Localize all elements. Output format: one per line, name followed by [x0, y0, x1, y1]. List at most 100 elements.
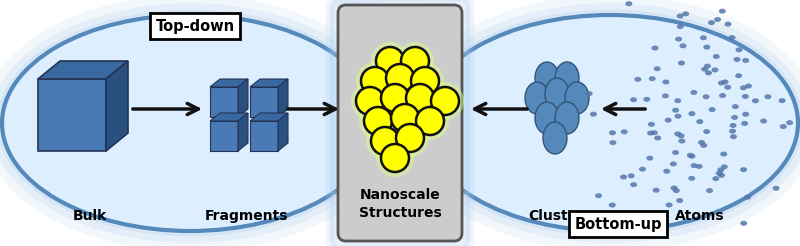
Ellipse shape: [742, 58, 750, 63]
Ellipse shape: [621, 129, 628, 134]
Ellipse shape: [672, 150, 679, 155]
Ellipse shape: [742, 112, 749, 117]
Ellipse shape: [676, 198, 683, 203]
Ellipse shape: [711, 67, 718, 73]
Ellipse shape: [721, 164, 728, 169]
Polygon shape: [250, 87, 278, 117]
Ellipse shape: [687, 153, 694, 158]
Polygon shape: [278, 79, 288, 117]
Circle shape: [386, 99, 424, 137]
Ellipse shape: [690, 90, 698, 95]
Ellipse shape: [740, 85, 747, 90]
Polygon shape: [238, 113, 248, 151]
Circle shape: [364, 107, 392, 135]
Ellipse shape: [688, 111, 695, 116]
Ellipse shape: [555, 62, 579, 94]
Text: Fragments: Fragments: [206, 209, 289, 223]
Ellipse shape: [678, 138, 686, 144]
Ellipse shape: [610, 140, 617, 145]
Ellipse shape: [689, 154, 695, 159]
Polygon shape: [210, 79, 248, 87]
Circle shape: [416, 107, 444, 135]
Ellipse shape: [674, 114, 682, 119]
Ellipse shape: [706, 188, 713, 193]
Ellipse shape: [730, 123, 737, 128]
Ellipse shape: [620, 174, 627, 180]
Ellipse shape: [709, 107, 715, 112]
Ellipse shape: [690, 163, 698, 168]
Ellipse shape: [730, 134, 737, 139]
Ellipse shape: [729, 35, 735, 40]
Polygon shape: [38, 61, 128, 79]
Ellipse shape: [535, 62, 559, 94]
Ellipse shape: [708, 20, 715, 25]
Ellipse shape: [714, 17, 721, 22]
Ellipse shape: [703, 129, 710, 134]
Polygon shape: [250, 79, 288, 87]
Ellipse shape: [678, 133, 685, 138]
Ellipse shape: [704, 64, 711, 69]
Ellipse shape: [626, 1, 632, 6]
Ellipse shape: [628, 173, 634, 178]
Ellipse shape: [720, 152, 727, 156]
Ellipse shape: [630, 97, 637, 102]
Ellipse shape: [654, 66, 661, 71]
Ellipse shape: [630, 182, 637, 187]
Ellipse shape: [722, 79, 729, 84]
Circle shape: [411, 102, 449, 140]
Ellipse shape: [786, 120, 793, 125]
Circle shape: [426, 82, 464, 120]
Ellipse shape: [773, 186, 779, 191]
Ellipse shape: [765, 94, 771, 99]
Ellipse shape: [651, 130, 658, 135]
Text: Top-down: Top-down: [155, 18, 234, 33]
Ellipse shape: [734, 57, 741, 62]
Ellipse shape: [634, 77, 642, 82]
Ellipse shape: [741, 121, 748, 126]
Circle shape: [376, 47, 404, 75]
Text: Bottom-up: Bottom-up: [574, 216, 662, 231]
Ellipse shape: [724, 85, 731, 90]
Polygon shape: [210, 113, 248, 121]
Ellipse shape: [682, 11, 689, 16]
Ellipse shape: [745, 83, 752, 89]
Polygon shape: [250, 121, 278, 151]
Ellipse shape: [677, 24, 684, 29]
Polygon shape: [38, 79, 106, 151]
Ellipse shape: [672, 108, 679, 113]
Ellipse shape: [595, 193, 602, 198]
Circle shape: [376, 79, 414, 117]
Ellipse shape: [696, 164, 702, 169]
Ellipse shape: [729, 129, 736, 134]
Circle shape: [401, 79, 439, 117]
Circle shape: [406, 62, 444, 100]
Circle shape: [366, 122, 404, 160]
Ellipse shape: [725, 22, 731, 27]
FancyBboxPatch shape: [338, 5, 462, 241]
Polygon shape: [106, 61, 128, 151]
Ellipse shape: [647, 131, 654, 136]
Ellipse shape: [740, 221, 747, 226]
Ellipse shape: [545, 78, 569, 110]
Ellipse shape: [555, 102, 579, 134]
Ellipse shape: [586, 91, 593, 96]
Ellipse shape: [653, 188, 660, 193]
Ellipse shape: [643, 97, 650, 102]
Circle shape: [391, 119, 429, 157]
Ellipse shape: [646, 156, 654, 161]
Ellipse shape: [651, 46, 658, 51]
Circle shape: [406, 84, 434, 112]
Ellipse shape: [718, 167, 724, 172]
Circle shape: [361, 67, 389, 95]
Ellipse shape: [705, 70, 712, 75]
Ellipse shape: [760, 119, 767, 123]
Ellipse shape: [731, 115, 738, 120]
Circle shape: [381, 84, 409, 112]
Ellipse shape: [590, 112, 597, 117]
Ellipse shape: [688, 176, 695, 181]
Ellipse shape: [609, 130, 616, 135]
Ellipse shape: [718, 80, 725, 86]
Text: Nanoscale
Structures: Nanoscale Structures: [358, 188, 442, 220]
Circle shape: [381, 144, 409, 172]
Ellipse shape: [662, 79, 670, 85]
